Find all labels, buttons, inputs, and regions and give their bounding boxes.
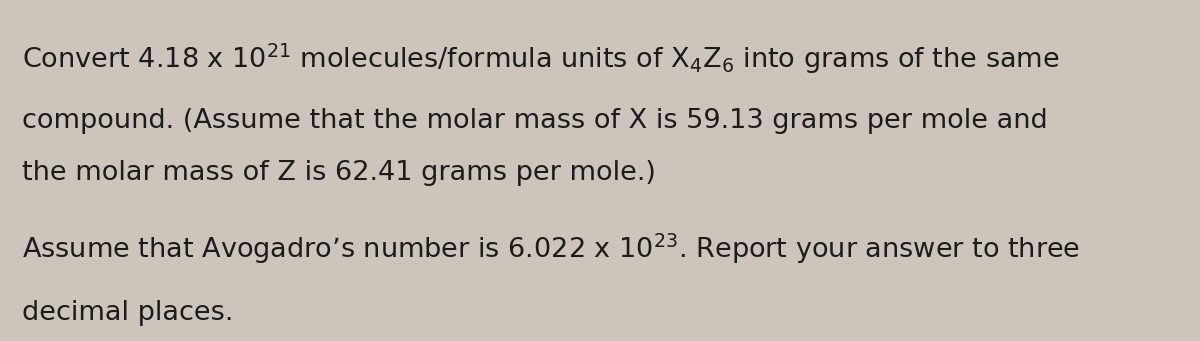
Text: decimal places.: decimal places. [22, 300, 233, 326]
Text: Assume that Avogadro’s number is 6.022 x $\mathdefault{10^{23}}$. Report your an: Assume that Avogadro’s number is 6.022 x… [22, 232, 1080, 267]
Text: compound. (Assume that the molar mass of X is 59.13 grams per mole and: compound. (Assume that the molar mass of… [22, 108, 1048, 134]
Text: Convert 4.18 x $\mathdefault{10^{21}}$ molecules/formula units of $\mathdefault{: Convert 4.18 x $\mathdefault{10^{21}}$ m… [22, 42, 1060, 76]
Text: the molar mass of Z is 62.41 grams per mole.): the molar mass of Z is 62.41 grams per m… [22, 160, 656, 186]
